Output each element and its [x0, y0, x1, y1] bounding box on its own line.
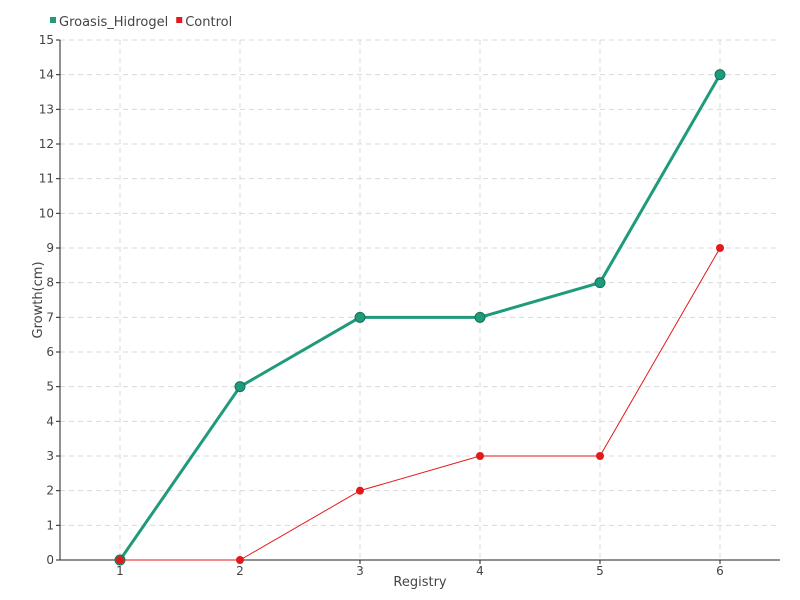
data-point — [716, 244, 724, 252]
data-point — [594, 277, 606, 289]
y-tick-label: 10 — [39, 206, 54, 220]
data-point — [354, 311, 366, 323]
data-point — [116, 556, 124, 564]
data-point — [714, 69, 726, 81]
series-layer — [114, 69, 726, 566]
y-tick-label: 12 — [39, 137, 54, 151]
y-tick-label: 4 — [46, 414, 54, 428]
y-tick-label: 13 — [39, 102, 54, 116]
x-tick-label: 6 — [716, 564, 724, 578]
y-tick-label: 9 — [46, 241, 54, 255]
y-tick-label: 11 — [39, 172, 54, 186]
x-tick-label: 4 — [476, 564, 484, 578]
series-line — [120, 247, 721, 561]
y-tick-label: 6 — [46, 345, 54, 359]
legend-swatch — [50, 17, 56, 23]
y-tick-label: 2 — [46, 484, 54, 498]
y-tick-label: 3 — [46, 449, 54, 463]
x-tick-label: 5 — [596, 564, 604, 578]
legend-item: Groasis_Hidrogel — [50, 15, 168, 30]
x-tick-label: 3 — [356, 564, 364, 578]
y-tick-label: 14 — [39, 68, 54, 82]
data-point — [474, 311, 486, 323]
data-point — [476, 452, 484, 460]
series-control — [116, 244, 724, 564]
legend: Groasis_Hidrogel Control — [50, 15, 232, 30]
data-point — [236, 556, 244, 564]
legend-swatch — [176, 17, 183, 23]
grid — [60, 39, 780, 560]
y-tick-label: 1 — [46, 518, 54, 532]
series-groasis-hidrogel — [114, 69, 726, 566]
series-line — [118, 73, 722, 561]
x-tick-label: 2 — [236, 564, 244, 578]
y-tick-label: 8 — [46, 276, 54, 290]
data-point — [596, 452, 604, 460]
legend-label: Control — [185, 15, 232, 30]
y-tick-label: 0 — [46, 553, 54, 567]
axes — [59, 40, 780, 561]
y-axis-title: Growth(cm) — [31, 261, 46, 338]
data-point — [234, 381, 246, 393]
y-tick-label: 5 — [46, 380, 54, 394]
legend-item: Control — [176, 15, 232, 30]
y-tick-label: 7 — [46, 310, 54, 324]
x-tick-label: 1 — [116, 564, 124, 578]
data-point — [356, 486, 364, 495]
legend-label: Groasis_Hidrogel — [59, 15, 168, 30]
x-axis-title: Registry — [393, 575, 447, 590]
y-tick-label: 15 — [39, 33, 54, 47]
